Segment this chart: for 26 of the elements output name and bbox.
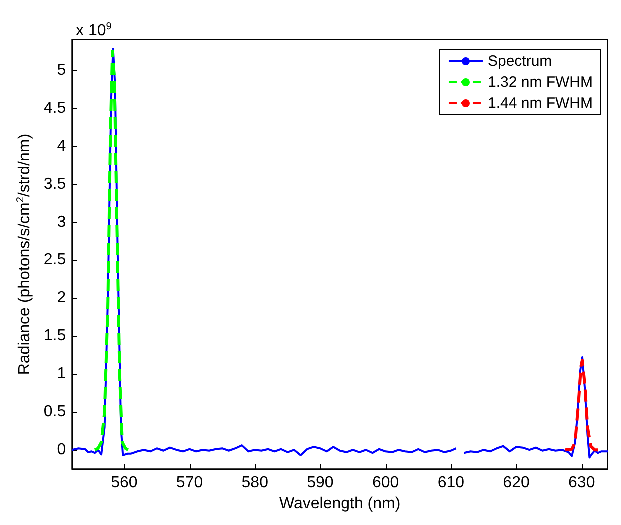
x-tick-label: 610 [438, 474, 465, 492]
x-tick-label: 600 [372, 474, 400, 492]
y-tick-label: 1.5 [44, 328, 66, 345]
y-tick-label: 0 [57, 442, 66, 459]
y-tick-label: 1 [57, 366, 66, 383]
legend-label: Spectrum [488, 53, 552, 70]
line-series [564, 358, 600, 452]
legend-label: 1.44 nm FWHM [488, 95, 593, 112]
y-tick-label: 3 [57, 214, 66, 231]
x-tick-label: 620 [503, 474, 530, 492]
x-tick-label: 570 [176, 474, 204, 492]
x-axis-title: Wavelength (nm) [279, 496, 401, 512]
y-tick-label: 5 [57, 62, 66, 79]
x-tick-label: 560 [111, 474, 138, 492]
y-axis-title: Radiance (photons/s/cm2/strd/nm) [16, 134, 34, 376]
x-tick-label: 580 [242, 474, 269, 492]
x-tick-label: 630 [568, 474, 596, 492]
y-tick-label: 2 [57, 290, 66, 307]
y-tick-label: 2.5 [44, 252, 66, 269]
y-tick-label: 4.5 [44, 100, 66, 117]
line-series [94, 50, 130, 452]
y-tick-label: 3.5 [44, 176, 66, 193]
y-tick-label: 0.5 [44, 404, 66, 421]
x-tick-label: 590 [307, 474, 334, 492]
legend-label: 1.32 nm FWHM [488, 74, 593, 91]
y-tick-label: 4 [57, 138, 66, 155]
